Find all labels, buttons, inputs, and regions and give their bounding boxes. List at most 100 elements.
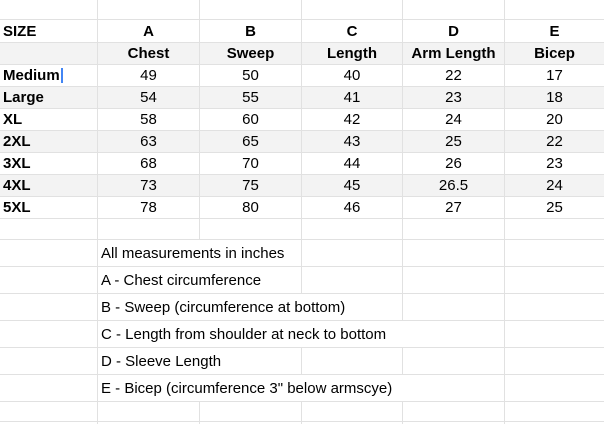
column-header-cell[interactable]: Bicep [505,43,604,65]
empty-cell[interactable] [302,0,403,20]
empty-cell[interactable] [0,321,98,348]
value-cell[interactable]: 24 [505,175,604,197]
empty-cell[interactable] [200,422,302,424]
note-cell[interactable]: C - Length from shoulder at neck to bott… [98,321,505,348]
empty-cell[interactable] [98,402,200,422]
value-cell[interactable]: 60 [200,109,302,131]
size-label-cell[interactable]: XL [0,109,98,131]
empty-cell[interactable] [403,0,505,20]
value-cell[interactable]: 25 [505,197,604,219]
value-cell[interactable]: 78 [98,197,200,219]
empty-cell[interactable] [0,402,98,422]
value-cell[interactable]: 80 [200,197,302,219]
empty-cell[interactable] [505,240,604,267]
value-cell[interactable]: 46 [302,197,403,219]
empty-cell[interactable] [200,219,302,240]
value-cell[interactable]: 22 [403,65,505,87]
empty-cell[interactable] [302,402,403,422]
empty-cell[interactable] [0,0,98,20]
value-cell[interactable]: 73 [98,175,200,197]
empty-cell[interactable] [403,267,505,294]
empty-cell[interactable] [505,267,604,294]
value-cell[interactable]: 17 [505,65,604,87]
empty-cell[interactable] [403,294,505,321]
empty-cell[interactable] [302,267,403,294]
value-cell[interactable]: 26.5 [403,175,505,197]
empty-cell[interactable] [98,0,200,20]
value-cell[interactable]: 49 [98,65,200,87]
size-label-cell[interactable]: 4XL [0,175,98,197]
value-cell[interactable]: 23 [505,153,604,175]
value-cell[interactable]: 75 [200,175,302,197]
value-cell[interactable]: 70 [200,153,302,175]
column-header-cell[interactable]: Arm Length [403,43,505,65]
value-cell[interactable]: 55 [200,87,302,109]
empty-cell[interactable] [0,348,98,375]
column-header-cell[interactable]: Length [302,43,403,65]
note-cell[interactable]: E - Bicep (circumference 3" below armscy… [98,375,505,402]
empty-cell[interactable] [302,348,403,375]
empty-cell[interactable] [200,0,302,20]
column-header-cell[interactable]: Chest [98,43,200,65]
size-corner-cell[interactable]: SIZE [0,20,98,43]
empty-cell[interactable] [0,43,98,65]
column-letter-cell[interactable]: B [200,20,302,43]
column-letter-cell[interactable]: C [302,20,403,43]
empty-cell[interactable] [403,348,505,375]
value-cell[interactable]: 24 [403,109,505,131]
empty-cell[interactable] [98,422,200,424]
value-cell[interactable]: 43 [302,131,403,153]
column-letter-cell[interactable]: A [98,20,200,43]
empty-cell[interactable] [505,219,604,240]
column-header-cell[interactable]: Sweep [200,43,302,65]
value-cell[interactable]: 45 [302,175,403,197]
empty-cell[interactable] [403,422,505,424]
value-cell[interactable]: 68 [98,153,200,175]
value-cell[interactable]: 50 [200,65,302,87]
note-cell[interactable]: B - Sweep (circumference at bottom) [98,294,403,321]
value-cell[interactable]: 26 [403,153,505,175]
empty-cell[interactable] [0,422,98,424]
value-cell[interactable]: 58 [98,109,200,131]
column-letter-cell[interactable]: D [403,20,505,43]
size-label-cell[interactable]: Medium [0,65,98,87]
size-label-cell[interactable]: 3XL [0,153,98,175]
note-cell[interactable]: A - Chest circumference [98,267,302,294]
empty-cell[interactable] [0,267,98,294]
value-cell[interactable]: 25 [403,131,505,153]
column-letter-cell[interactable]: E [505,20,604,43]
note-cell[interactable]: All measurements in inches [98,240,302,267]
value-cell[interactable]: 27 [403,197,505,219]
value-cell[interactable]: 20 [505,109,604,131]
value-cell[interactable]: 42 [302,109,403,131]
note-cell[interactable]: D - Sleeve Length [98,348,302,375]
empty-cell[interactable] [0,375,98,402]
empty-cell[interactable] [505,294,604,321]
value-cell[interactable]: 54 [98,87,200,109]
empty-cell[interactable] [302,422,403,424]
empty-cell[interactable] [505,348,604,375]
empty-cell[interactable] [505,321,604,348]
value-cell[interactable]: 23 [403,87,505,109]
value-cell[interactable]: 40 [302,65,403,87]
value-cell[interactable]: 22 [505,131,604,153]
empty-cell[interactable] [505,402,604,422]
empty-cell[interactable] [403,240,505,267]
value-cell[interactable]: 41 [302,87,403,109]
empty-cell[interactable] [302,219,403,240]
value-cell[interactable]: 44 [302,153,403,175]
value-cell[interactable]: 65 [200,131,302,153]
empty-cell[interactable] [0,240,98,267]
value-cell[interactable]: 18 [505,87,604,109]
size-label-cell[interactable]: 5XL [0,197,98,219]
empty-cell[interactable] [505,0,604,20]
value-cell[interactable]: 63 [98,131,200,153]
empty-cell[interactable] [0,219,98,240]
empty-cell[interactable] [403,402,505,422]
empty-cell[interactable] [403,219,505,240]
empty-cell[interactable] [200,402,302,422]
size-label-cell[interactable]: 2XL [0,131,98,153]
size-label-cell[interactable]: Large [0,87,98,109]
empty-cell[interactable] [302,240,403,267]
empty-cell[interactable] [98,219,200,240]
